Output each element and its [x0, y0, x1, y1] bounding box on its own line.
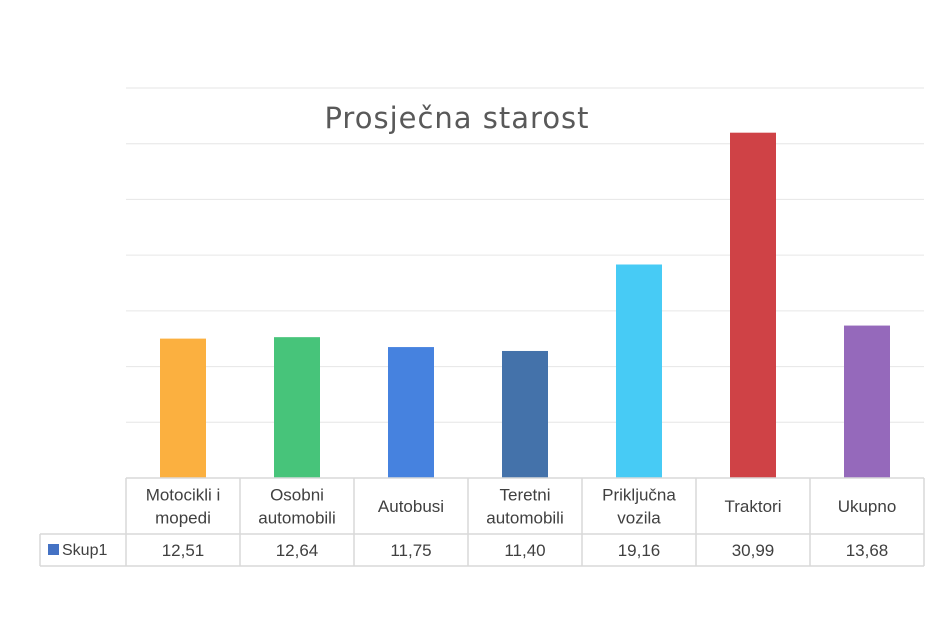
- category-label: automobili: [486, 509, 564, 528]
- chart-title: Prosječna starost: [324, 101, 589, 135]
- bars: [160, 132, 890, 478]
- category-label: Motocikli i: [146, 486, 221, 505]
- value-label: 11,40: [504, 541, 545, 560]
- bar-4: [616, 264, 662, 478]
- bar-5: [730, 132, 776, 478]
- category-label: Autobusi: [378, 497, 444, 516]
- value-label: 13,68: [846, 541, 889, 560]
- category-label: Traktori: [725, 497, 782, 516]
- legend-label: Skup1: [62, 542, 107, 559]
- bar-2: [388, 347, 434, 478]
- value-label: 11,75: [390, 541, 431, 560]
- category-label: automobili: [258, 509, 336, 528]
- value-label: 30,99: [732, 541, 775, 560]
- data-table: Motocikli i mopedi Osobni automobili Autobus…: [39, 477, 925, 567]
- bar-0: [160, 338, 206, 478]
- category-label: Priključna: [602, 486, 676, 505]
- value-label: 19,16: [618, 541, 661, 560]
- legend-swatch: [48, 544, 59, 555]
- category-label: mopedi: [155, 509, 211, 528]
- category-label: Ukupno: [838, 497, 897, 516]
- bar-6: [844, 325, 890, 478]
- gridlines: [126, 87, 924, 423]
- bar-1: [274, 337, 320, 478]
- category-label: vozila: [617, 509, 661, 528]
- category-label: Osobni: [270, 486, 324, 505]
- value-label: 12,51: [162, 541, 205, 560]
- category-label: Teretni: [499, 486, 550, 505]
- bar-3: [502, 350, 548, 478]
- value-label: 12,64: [276, 541, 319, 560]
